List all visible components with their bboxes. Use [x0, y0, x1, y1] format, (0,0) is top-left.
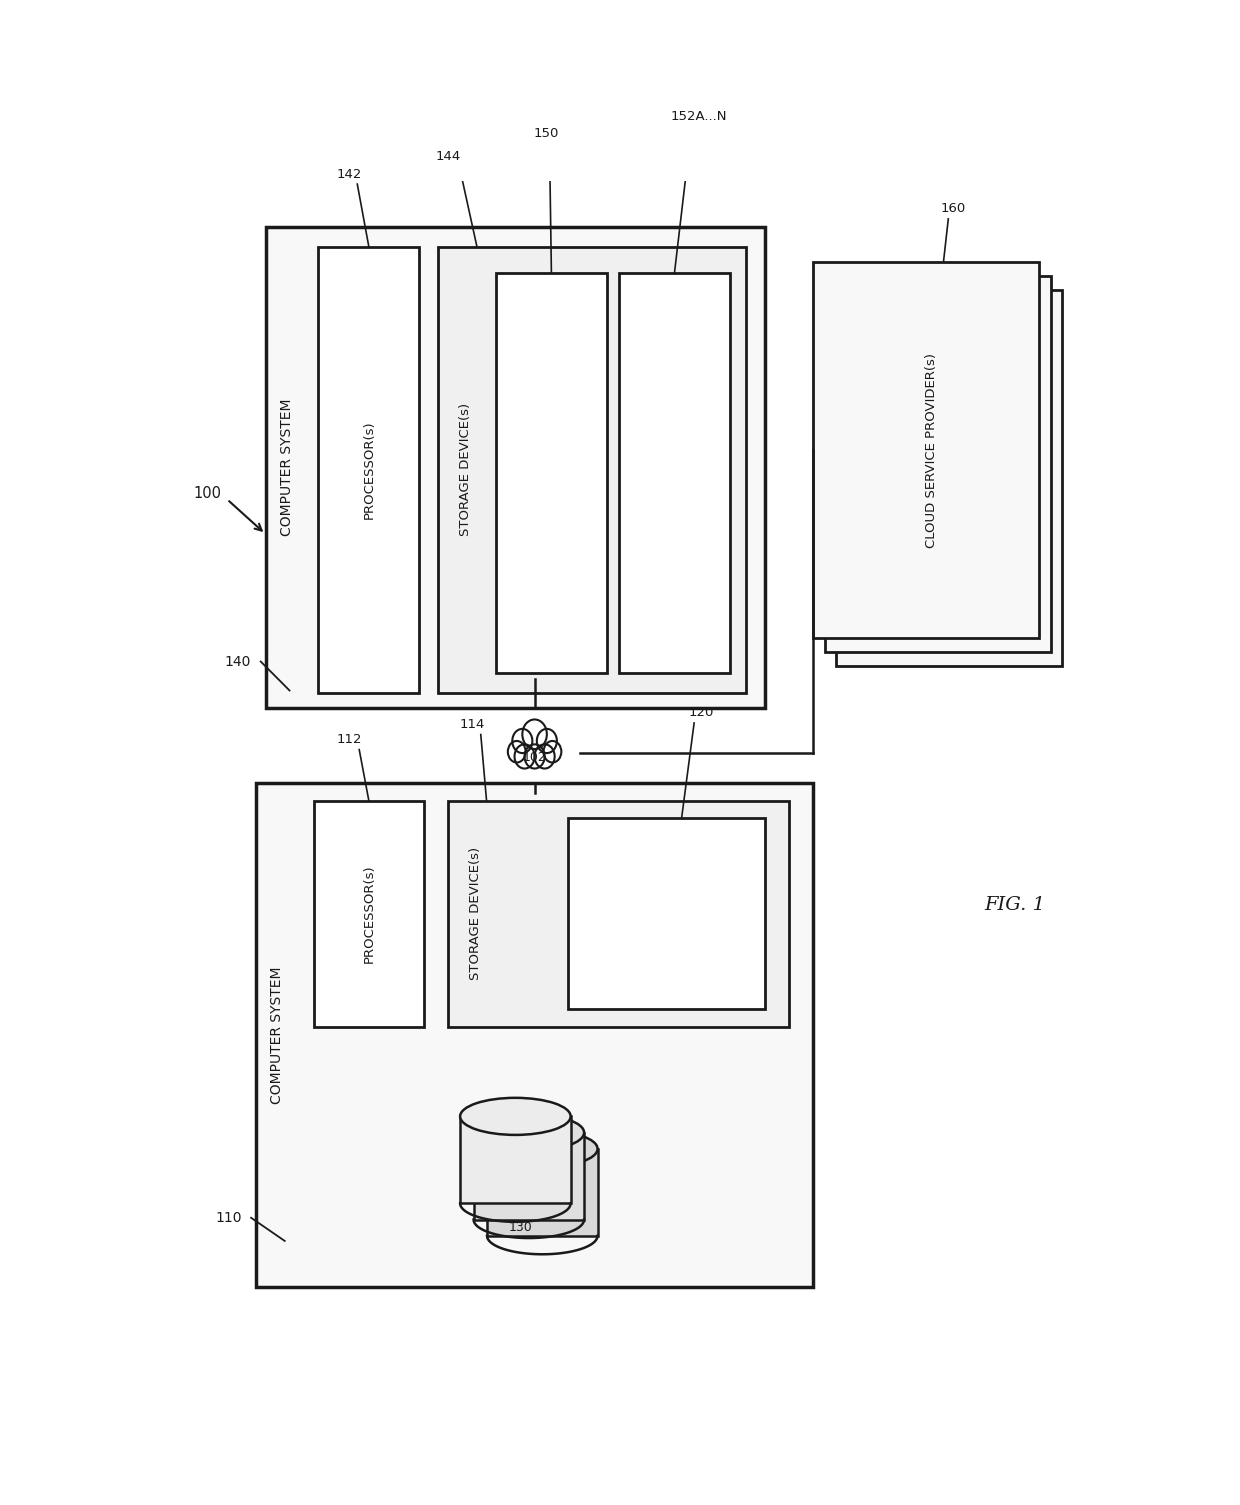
Bar: [460, 1117, 570, 1204]
Ellipse shape: [487, 1130, 598, 1168]
Text: COMPUTER SYSTEM: COMPUTER SYSTEM: [280, 399, 294, 536]
Text: FIG. 1: FIG. 1: [985, 895, 1045, 914]
Text: 150: 150: [534, 126, 559, 140]
Bar: [487, 1148, 598, 1236]
Text: COMPUTER SYSTEM: COMPUTER SYSTEM: [270, 966, 284, 1105]
Text: 120: 120: [688, 706, 713, 719]
Circle shape: [537, 728, 557, 752]
Bar: [836, 289, 1063, 667]
Bar: [474, 1133, 584, 1219]
Text: 142: 142: [337, 167, 362, 181]
Bar: [496, 274, 606, 673]
Text: PROCESSOR(s): PROCESSOR(s): [362, 864, 376, 963]
Text: 114: 114: [460, 718, 485, 731]
Text: CLOUD SERVICE PROVIDER(s): CLOUD SERVICE PROVIDER(s): [925, 352, 937, 548]
Circle shape: [508, 740, 526, 763]
Circle shape: [515, 745, 534, 769]
Bar: [813, 262, 1039, 638]
Bar: [568, 819, 765, 1010]
Circle shape: [534, 745, 554, 769]
Circle shape: [525, 745, 544, 769]
Text: 110: 110: [215, 1210, 242, 1225]
Text: PROGRAM(s): PROGRAM(s): [668, 430, 681, 515]
Bar: [255, 783, 813, 1287]
Bar: [319, 247, 419, 692]
Bar: [825, 275, 1050, 652]
Text: 112: 112: [337, 733, 362, 746]
Text: STATE INFORMATION
SERVICE: STATE INFORMATION SERVICE: [601, 900, 732, 927]
Bar: [265, 227, 765, 707]
Text: 160: 160: [940, 202, 966, 215]
Bar: [619, 274, 729, 673]
Text: 152A...N: 152A...N: [670, 110, 727, 122]
Ellipse shape: [460, 1097, 570, 1135]
Text: STORAGE DEVICE(s): STORAGE DEVICE(s): [459, 403, 472, 536]
Text: 102: 102: [523, 751, 547, 765]
Bar: [439, 247, 746, 692]
Circle shape: [543, 740, 562, 763]
Text: 140: 140: [224, 655, 250, 668]
Bar: [448, 801, 789, 1026]
Text: COMPILER: COMPILER: [544, 439, 558, 507]
Text: 100: 100: [193, 486, 222, 501]
Text: 144: 144: [435, 150, 461, 163]
Text: PROCESSOR(s): PROCESSOR(s): [362, 420, 376, 519]
Ellipse shape: [474, 1114, 584, 1151]
Text: 130: 130: [508, 1221, 532, 1234]
Bar: [314, 801, 424, 1026]
Circle shape: [512, 728, 532, 752]
Text: STORAGE DEVICE(s): STORAGE DEVICE(s): [469, 847, 481, 980]
Circle shape: [522, 719, 547, 749]
